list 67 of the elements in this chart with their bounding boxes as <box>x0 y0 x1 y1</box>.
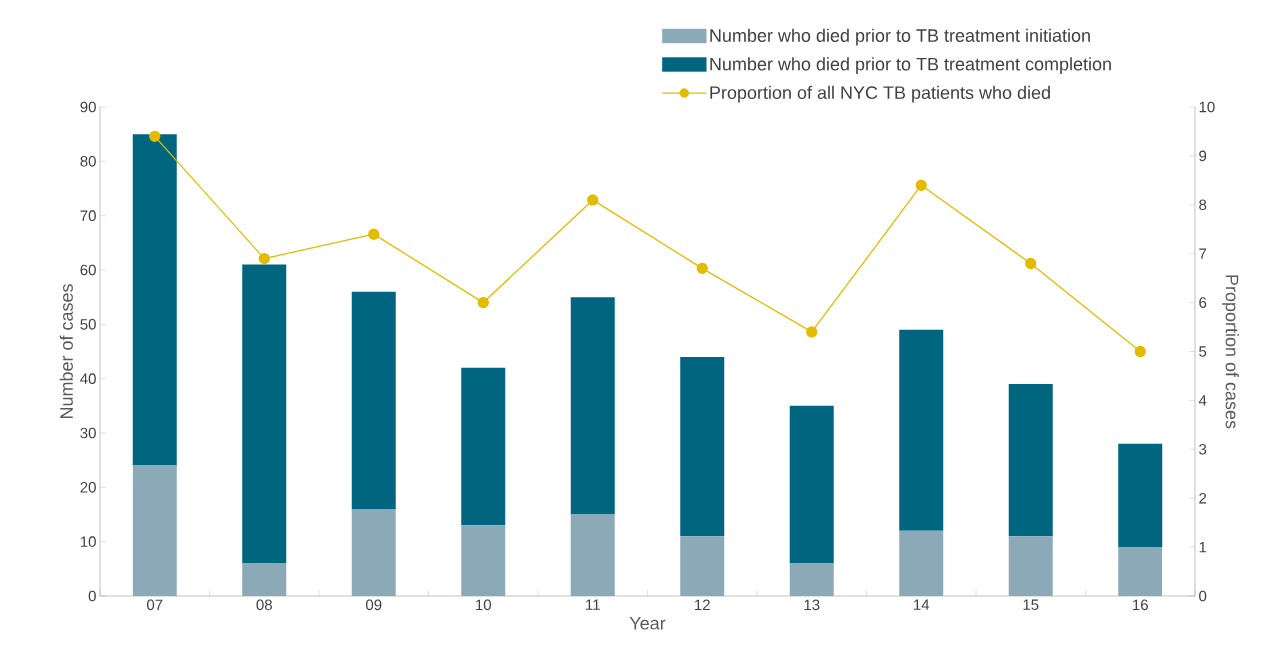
y2-tick-label: 0 <box>1199 590 1207 602</box>
x-axis-title: Year <box>629 617 666 630</box>
bar <box>680 356 725 537</box>
bar <box>351 509 396 596</box>
point <box>696 262 708 275</box>
legend-label: Number who died prior to TB treatment completion <box>710 57 1111 75</box>
y2-tick-label: 2 <box>1199 492 1207 504</box>
point <box>149 130 161 142</box>
y-tick-label: 60 <box>80 264 96 276</box>
y-tick-label: 80 <box>80 156 96 167</box>
bar <box>1008 384 1053 537</box>
bar <box>789 405 834 564</box>
bar <box>132 465 177 596</box>
point <box>368 228 380 240</box>
bar <box>789 563 834 596</box>
y-tick-label: 50 <box>80 319 96 330</box>
y-tick-label: 10 <box>80 536 96 547</box>
y-tick-label: 40 <box>80 373 96 384</box>
bar <box>680 536 725 596</box>
y-tick-label: 90 <box>80 101 96 113</box>
bar <box>461 525 506 596</box>
x-tick-label: 10 <box>476 599 491 611</box>
point <box>1025 257 1037 270</box>
point <box>806 326 818 338</box>
y-tick-label: 30 <box>80 427 96 439</box>
x-tick-label: 12 <box>695 599 710 611</box>
legend-label: Proportion of all NYC TB patients who died <box>710 85 1050 103</box>
x-tick-label: 11 <box>586 599 600 610</box>
x-tick-label: 16 <box>1133 599 1148 611</box>
bar <box>570 297 615 515</box>
y-tick-label: 20 <box>80 482 96 493</box>
x-tick-label: 13 <box>804 599 820 611</box>
bar <box>899 530 944 596</box>
bar <box>1118 443 1163 548</box>
y2-tick-label: 1 <box>1199 541 1207 553</box>
bar <box>242 563 287 596</box>
x-tick-label: 07 <box>146 599 163 611</box>
x-tick-label: 14 <box>914 599 930 610</box>
bar <box>1008 536 1053 596</box>
y2-tick-label: 4 <box>1198 395 1207 406</box>
point <box>1134 345 1146 358</box>
y-tick-label: 70 <box>80 210 96 221</box>
y-axis-title: Number of cases <box>59 284 73 419</box>
y2-tick-label: 10 <box>1199 101 1215 113</box>
y2-tick-label: 9 <box>1199 150 1207 162</box>
bar <box>899 329 944 531</box>
legend-label: Number who died prior to TB treatment initiation <box>710 28 1090 46</box>
bar <box>461 367 506 526</box>
x-tick-label: 09 <box>365 599 382 611</box>
point <box>258 252 270 265</box>
bar <box>570 514 615 596</box>
y2-tick-label: 3 <box>1199 443 1207 455</box>
point <box>915 179 927 191</box>
bar <box>351 291 396 510</box>
bar <box>242 264 287 564</box>
y2-tick-label: 8 <box>1199 199 1207 211</box>
y2-axis-title: Proportion of cases <box>1222 275 1239 429</box>
x-tick-label: 08 <box>256 599 272 611</box>
bar <box>1118 547 1163 596</box>
y2-tick-label: 7 <box>1199 248 1207 259</box>
y2-tick-label: 6 <box>1199 297 1207 308</box>
point <box>587 194 599 206</box>
bar <box>132 134 177 466</box>
y-tick-label: 0 <box>88 590 96 602</box>
point <box>477 296 489 309</box>
x-tick-label: 15 <box>1023 599 1039 610</box>
y2-tick-label: 5 <box>1199 346 1207 357</box>
